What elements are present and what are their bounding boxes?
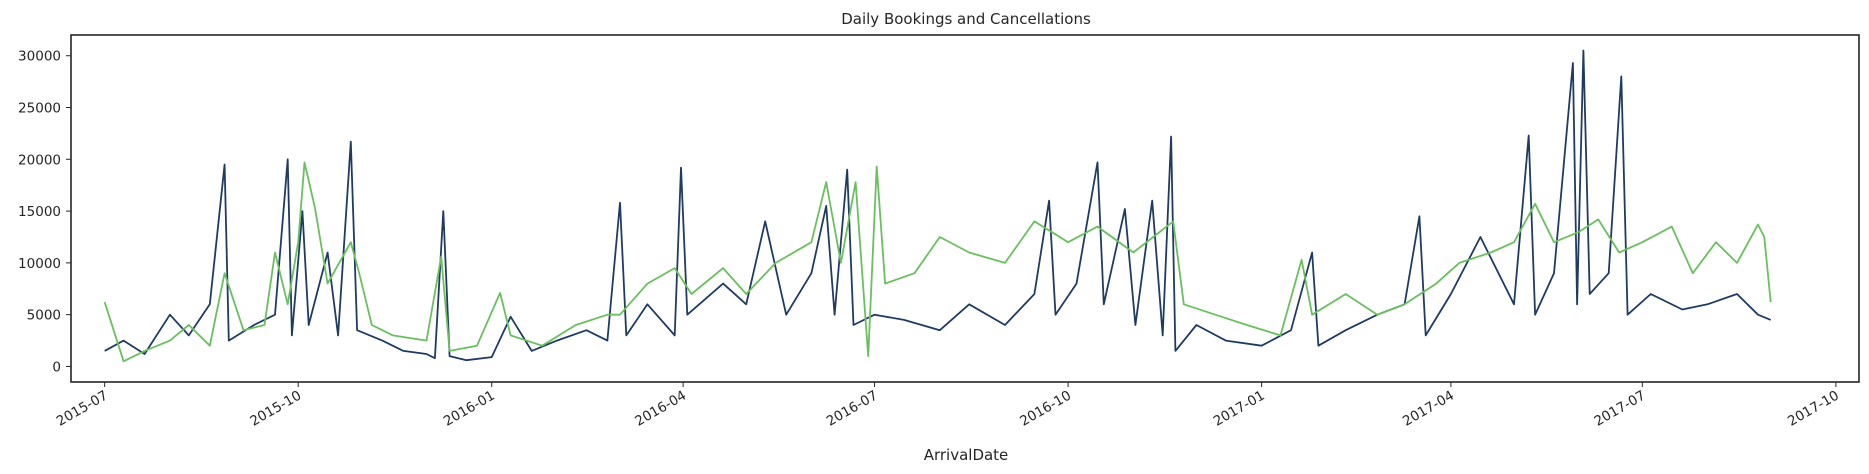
series-layer — [103, 49, 1772, 363]
series-line-1 — [104, 49, 1772, 362]
y-tick-label: 5000 — [27, 308, 61, 324]
x-tick-label: 2017-04 — [1400, 388, 1457, 430]
plot-frame — [70, 34, 1860, 383]
series-line-2 — [103, 161, 1772, 363]
x-tick-label: 2017-07 — [1591, 388, 1648, 430]
x-axis-label: ArrivalDate — [924, 446, 1009, 464]
y-tick-label: 10000 — [18, 256, 61, 272]
y-tick-label: 20000 — [18, 152, 61, 168]
x-tick-label: 2015-07 — [54, 388, 111, 430]
y-tick-label: 30000 — [18, 49, 61, 65]
y-tick-label: 0 — [52, 359, 61, 375]
x-axis: 2015-07 2015-10 2016-01 2016-04 2016-07 2016-… — [54, 382, 1842, 430]
x-tick-label: 2016-10 — [1017, 388, 1074, 430]
x-tick-label: 2015-10 — [247, 388, 304, 430]
x-tick-label: 2016-01 — [441, 388, 498, 430]
chart-title: Daily Bookings and Cancellations — [841, 10, 1091, 28]
y-tick-label: 15000 — [18, 204, 61, 220]
x-tick-label: 2017-10 — [1785, 388, 1842, 430]
x-tick-label: 2017-01 — [1211, 388, 1268, 430]
y-axis: 0 5000 10000 15000 20000 25000 30000 — [18, 49, 71, 375]
x-tick-label: 2016-07 — [824, 388, 881, 430]
x-tick-label: 2016-04 — [632, 388, 689, 430]
y-tick-label: 25000 — [18, 101, 61, 117]
